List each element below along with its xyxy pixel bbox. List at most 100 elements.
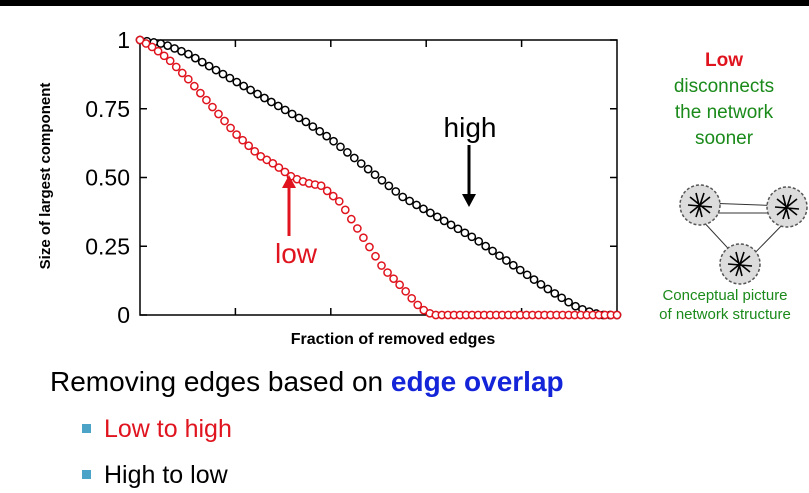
data-point: [395, 280, 404, 290]
headline-keyword: edge overlap: [390, 366, 564, 397]
y-axis-label: Size of largest component: [37, 83, 54, 270]
data-point: [202, 95, 211, 105]
chart-series: [135, 35, 622, 320]
top-border: [0, 0, 809, 6]
data-point: [377, 175, 387, 185]
data-point: [253, 89, 262, 99]
data-point: [502, 256, 511, 265]
concept-caption-line: Conceptual picture: [662, 287, 788, 304]
data-point: [171, 62, 181, 72]
data-point: [467, 232, 477, 242]
data-point: [170, 44, 179, 53]
concept-caption: Conceptual picture of network structure: [640, 286, 809, 324]
data-point: [515, 265, 525, 275]
data-point: [190, 53, 200, 63]
data-point: [432, 212, 442, 222]
data-point: [334, 196, 344, 206]
data-point: [401, 286, 411, 296]
x-axis-label: Fraction of removed edges: [291, 331, 496, 348]
series-low: [135, 35, 622, 320]
side-note-line: the network: [674, 102, 774, 123]
data-point: [488, 246, 497, 256]
data-point: [225, 73, 235, 83]
data-point: [196, 88, 205, 98]
data-point: [564, 297, 573, 307]
data-point: [322, 131, 332, 141]
data-point: [287, 109, 297, 119]
data-point: [204, 61, 214, 71]
data-point: [353, 224, 362, 233]
data-point: [197, 57, 207, 67]
data-point: [153, 46, 163, 56]
chart-annotations: high low: [275, 112, 496, 269]
data-point: [273, 101, 283, 111]
y-tick-label: 1: [117, 27, 130, 53]
data-point: [419, 204, 428, 214]
data-point: [439, 216, 449, 226]
plot-frame: [139, 39, 618, 316]
data-point: [446, 220, 456, 230]
data-point: [316, 181, 326, 191]
data-point: [159, 51, 169, 61]
arrow-low-head: [282, 175, 296, 188]
data-point: [377, 261, 386, 270]
data-point: [165, 56, 175, 66]
data-point: [460, 228, 470, 238]
bullet-item: Low to high: [82, 415, 232, 444]
y-tick-label: 0.75: [85, 96, 130, 122]
arrow-high-head: [462, 194, 476, 207]
data-point: [571, 301, 580, 311]
data-point: [508, 260, 518, 270]
data-point: [226, 123, 235, 133]
data-point: [412, 200, 421, 210]
annotation-high: high: [444, 112, 497, 143]
network-cluster-icon: [719, 243, 761, 285]
data-point: [543, 284, 553, 294]
data-point: [322, 186, 332, 196]
data-point: [612, 310, 622, 320]
data-point: [211, 65, 221, 75]
data-point: [557, 293, 567, 303]
data-point: [244, 141, 254, 151]
data-point: [363, 164, 373, 174]
data-point: [163, 41, 173, 51]
network-cluster-icon: [766, 186, 808, 228]
data-point: [340, 205, 350, 215]
concept-caption-line: of network structure: [659, 306, 791, 323]
data-point: [266, 97, 276, 107]
data-point: [346, 214, 356, 224]
y-tick-label: 0.50: [85, 165, 130, 191]
network-diagram: [679, 184, 808, 285]
data-point: [239, 81, 249, 91]
bullet-text: Low to high: [104, 415, 232, 443]
data-point: [329, 136, 338, 146]
data-point: [356, 159, 366, 168]
data-point: [156, 39, 166, 48]
data-point: [405, 196, 414, 206]
data-point: [184, 49, 193, 59]
data-point: [238, 135, 247, 145]
data-point: [425, 208, 435, 218]
data-point: [294, 113, 304, 123]
data-point: [495, 251, 504, 261]
data-point: [343, 148, 352, 157]
data-point: [218, 69, 228, 79]
headline-prefix: Removing edges based on: [50, 366, 391, 397]
series-high: [135, 35, 622, 320]
data-point: [453, 224, 463, 234]
side-note-highlight: Low: [705, 50, 743, 71]
data-point: [413, 300, 423, 310]
data-point: [274, 163, 284, 172]
data-point: [550, 289, 560, 298]
bullet-item: High to low: [82, 461, 228, 490]
data-point: [301, 117, 311, 127]
network-cluster-icon: [679, 184, 721, 226]
data-point: [214, 109, 223, 119]
data-point: [384, 181, 394, 191]
slide-headline: Removing edges based on edge overlap: [50, 366, 564, 398]
data-point: [474, 236, 484, 246]
data-point: [147, 42, 157, 52]
data-point: [315, 126, 325, 136]
data-point: [389, 274, 398, 284]
data-point: [308, 122, 318, 131]
